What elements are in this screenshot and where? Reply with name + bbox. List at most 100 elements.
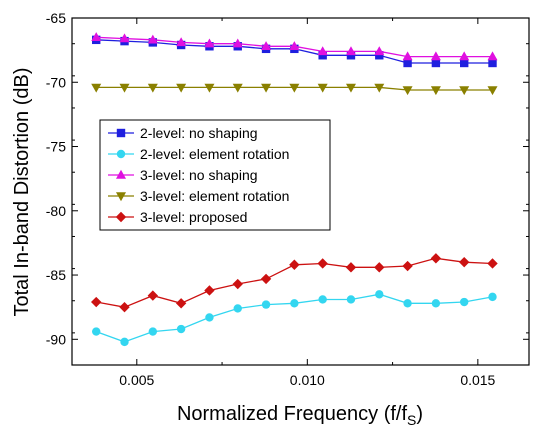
data-point-triangle-up — [232, 38, 243, 48]
legend-item: 2-level: element rotation — [108, 146, 289, 162]
data-point-diamond — [119, 301, 130, 313]
data-point-square — [460, 58, 469, 68]
data-point-square — [403, 58, 412, 68]
data-point-circle — [261, 300, 271, 309]
x-tick-label: 0.005 — [119, 372, 154, 388]
data-point-diamond — [260, 273, 272, 285]
data-point-square — [488, 58, 497, 68]
data-point-square — [431, 58, 441, 68]
data-point-circle — [318, 295, 327, 304]
y-axis-ticks: -65 -70 -75 -80 -85 -90 — [46, 10, 529, 366]
data-point-triangle-up — [289, 41, 300, 50]
data-point-triangle-up — [345, 46, 356, 56]
x-axis-title: Normalized Frequency (f/fS) — [177, 403, 423, 428]
data-point-triangle-up — [204, 38, 215, 48]
data-point-circle — [205, 313, 214, 322]
data-point-circle — [488, 292, 497, 302]
data-point-triangle-down — [430, 86, 441, 96]
data-point-triangle-down — [345, 83, 356, 93]
data-point-circle — [431, 299, 441, 308]
data-point-circle — [375, 290, 384, 299]
legend-item: 3-level: no shaping — [108, 167, 258, 183]
data-point-triangle-down — [374, 83, 385, 93]
y-tick-label: -65 — [46, 10, 66, 26]
series-2 — [92, 290, 497, 347]
series-3 — [91, 32, 498, 61]
data-point-diamond — [487, 258, 498, 269]
x-tick-label: 0.010 — [290, 372, 325, 388]
data-point-triangle-down — [119, 83, 130, 93]
data-point-triangle-up — [430, 51, 441, 61]
data-point-triangle-down — [116, 192, 126, 202]
data-point-diamond — [204, 285, 215, 296]
data-point-diamond — [317, 258, 328, 269]
legend-label: 3-level: proposed — [140, 209, 247, 225]
data-point-circle — [233, 304, 242, 313]
y-tick-label: -85 — [46, 267, 66, 283]
data-point-square — [375, 51, 384, 60]
data-point-diamond — [147, 290, 159, 301]
series-5 — [91, 253, 498, 313]
legend-item: 3-level: element rotation — [108, 188, 289, 204]
data-point-triangle-up — [487, 51, 498, 61]
data-point-triangle-down — [147, 83, 158, 93]
data-point-diamond — [175, 298, 187, 309]
data-point-diamond — [115, 211, 127, 223]
data-point-diamond — [345, 262, 357, 273]
data-point-circle — [176, 324, 186, 334]
series-layer — [91, 32, 498, 347]
data-point-triangle-up — [176, 37, 187, 47]
data-point-triangle-down — [487, 86, 498, 96]
legend: 2-level: no shaping 2-level: element rota… — [99, 119, 331, 231]
data-point-triangle-up — [459, 51, 470, 61]
data-point-square — [116, 128, 126, 138]
y-tick-label: -90 — [46, 331, 66, 347]
data-point-triangle-down — [317, 83, 328, 93]
data-point-diamond — [430, 253, 442, 264]
data-point-triangle-down — [232, 83, 243, 93]
data-point-triangle-down — [261, 83, 272, 93]
data-point-triangle-up — [91, 32, 102, 41]
legend-box — [99, 119, 331, 231]
legend-label: 2-level: no shaping — [140, 125, 258, 141]
x-axis-title-close: ) — [416, 403, 423, 425]
x-tick-label: 0.015 — [460, 372, 495, 388]
data-point-triangle-up — [261, 41, 272, 50]
data-point-circle — [148, 327, 158, 336]
data-point-triangle-down — [459, 86, 470, 96]
data-point-diamond — [91, 296, 102, 308]
data-point-triangle-down — [91, 83, 102, 93]
legend-item: 2-level: no shaping — [108, 125, 258, 141]
data-point-triangle-down — [176, 83, 187, 93]
data-point-triangle-up — [374, 46, 385, 56]
y-tick-label: -75 — [46, 139, 66, 155]
legend-label: 3-level: element rotation — [140, 188, 289, 204]
y-tick-label: -70 — [46, 74, 66, 90]
data-point-square — [346, 51, 356, 60]
data-point-circle — [403, 299, 412, 308]
series-4 — [91, 83, 498, 96]
data-point-triangle-down — [289, 83, 300, 93]
legend-label: 2-level: element rotation — [140, 146, 289, 162]
data-point-circle — [92, 327, 101, 336]
legend-item: 3-level: proposed — [108, 209, 247, 225]
data-point-circle — [120, 337, 129, 347]
y-tick-label: -80 — [46, 203, 66, 219]
legend-label: 3-level: no shaping — [140, 167, 258, 183]
data-point-square — [318, 51, 327, 60]
data-point-triangle-down — [402, 86, 413, 96]
data-point-circle — [460, 297, 469, 307]
data-point-triangle-down — [204, 83, 215, 93]
data-point-circle — [290, 299, 299, 308]
data-point-diamond — [374, 262, 385, 273]
data-point-circle — [346, 295, 356, 304]
data-point-triangle-up — [402, 51, 413, 61]
data-point-diamond — [289, 259, 300, 270]
x-axis-title-main: Normalized Frequency (f/f — [177, 403, 408, 425]
x-axis-title-subscript: S — [407, 412, 416, 428]
data-point-circle — [116, 149, 126, 159]
data-point-triangle-up — [116, 169, 126, 179]
data-point-diamond — [232, 278, 243, 290]
data-point-diamond — [459, 256, 470, 268]
